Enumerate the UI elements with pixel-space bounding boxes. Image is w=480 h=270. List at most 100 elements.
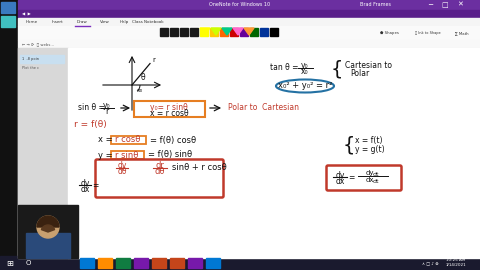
Bar <box>0 256 480 270</box>
Text: dθ: dθ <box>117 167 127 177</box>
Bar <box>0 0 18 270</box>
Text: dt: dt <box>373 179 380 184</box>
Text: x = f(t): x = f(t) <box>355 136 383 144</box>
Polygon shape <box>200 28 210 35</box>
Text: {: { <box>343 136 355 154</box>
Text: dx: dx <box>80 184 90 194</box>
Bar <box>18 48 68 258</box>
Bar <box>190 28 198 36</box>
Text: 🖊 Ink to Shape: 🖊 Ink to Shape <box>415 31 441 35</box>
Bar <box>230 28 238 36</box>
Bar <box>240 28 248 36</box>
Bar <box>250 28 258 36</box>
Text: 1  -8 poin: 1 -8 poin <box>22 57 39 61</box>
Bar <box>116 258 130 268</box>
Text: r: r <box>152 56 155 63</box>
Text: dx: dx <box>366 177 374 183</box>
Text: Plot the c: Plot the c <box>22 66 39 70</box>
Circle shape <box>37 216 59 238</box>
Text: 10:25 AM: 10:25 AM <box>446 258 466 262</box>
Text: dx: dx <box>336 177 345 185</box>
Bar <box>220 28 228 36</box>
Text: dy: dy <box>366 170 374 176</box>
Bar <box>206 258 220 268</box>
Text: O: O <box>25 260 31 266</box>
Bar <box>18 205 78 258</box>
Text: x₀: x₀ <box>301 66 309 76</box>
Bar <box>1 16 15 27</box>
Text: r sinθ: r sinθ <box>115 150 139 160</box>
Text: sin θ =: sin θ = <box>78 103 105 113</box>
Text: r = f(θ): r = f(θ) <box>74 120 107 130</box>
Bar <box>180 28 188 36</box>
Text: ◀  ▶: ◀ ▶ <box>22 12 31 16</box>
Text: ⬟ Shapes: ⬟ Shapes <box>380 31 399 35</box>
Text: {: { <box>331 59 343 79</box>
Text: ⊞: ⊞ <box>7 258 13 268</box>
Text: x₀: x₀ <box>137 88 143 93</box>
Text: dr: dr <box>156 160 165 170</box>
Text: ← → ⟳  🔒 webs...: ← → ⟳ 🔒 webs... <box>22 42 54 46</box>
Polygon shape <box>211 28 221 35</box>
Text: y₀= r sinθ: y₀= r sinθ <box>150 103 188 112</box>
Bar <box>26 233 70 258</box>
Bar <box>188 258 202 268</box>
Bar <box>98 258 112 268</box>
Text: y₀: y₀ <box>301 60 309 69</box>
Bar <box>170 258 184 268</box>
Text: ∧ □ ♪ ⊕: ∧ □ ♪ ⊕ <box>421 261 438 265</box>
Polygon shape <box>233 28 243 35</box>
Text: y = g(t): y = g(t) <box>355 146 384 154</box>
Bar <box>160 28 168 36</box>
Text: x =: x = <box>98 136 113 144</box>
Text: Class Notebook: Class Notebook <box>132 20 164 24</box>
Text: Cartesian to: Cartesian to <box>345 60 392 69</box>
Text: ∑ Math: ∑ Math <box>455 31 468 35</box>
Bar <box>1 2 15 13</box>
Text: dy: dy <box>117 161 127 170</box>
Bar <box>20 55 64 63</box>
Text: dy: dy <box>336 170 345 180</box>
Text: 1/14/2021: 1/14/2021 <box>446 263 466 267</box>
Bar <box>18 26 480 40</box>
Text: dy: dy <box>80 178 90 187</box>
Bar <box>80 258 94 268</box>
Bar <box>68 48 480 258</box>
Polygon shape <box>244 28 254 35</box>
Text: Home: Home <box>26 20 38 24</box>
Text: r cosθ: r cosθ <box>115 136 141 144</box>
Text: = f(θ) sinθ: = f(θ) sinθ <box>148 150 192 160</box>
Text: ✕: ✕ <box>457 2 463 8</box>
Text: Polar: Polar <box>350 69 369 77</box>
Bar <box>260 28 268 36</box>
Text: x₀² + y₀² = r²: x₀² + y₀² = r² <box>278 82 332 90</box>
Text: Insert: Insert <box>52 20 64 24</box>
Bar <box>18 10 480 18</box>
Bar <box>270 28 278 36</box>
Text: ─: ─ <box>428 2 432 8</box>
Bar <box>152 258 166 268</box>
Text: Help: Help <box>120 20 129 24</box>
Text: r: r <box>106 106 108 116</box>
Text: dθ: dθ <box>155 167 165 176</box>
Text: View: View <box>100 20 110 24</box>
Text: x = r cosθ: x = r cosθ <box>150 109 188 117</box>
Bar <box>170 28 178 36</box>
Text: dt: dt <box>373 172 380 177</box>
Bar <box>210 28 218 36</box>
Text: sinθ + r cosθ: sinθ + r cosθ <box>172 164 227 173</box>
Text: =: = <box>348 174 354 183</box>
Bar <box>18 48 480 258</box>
Wedge shape <box>37 216 59 227</box>
Bar <box>134 258 148 268</box>
Polygon shape <box>222 28 232 35</box>
Text: Polar to  Cartesian: Polar to Cartesian <box>228 103 299 113</box>
Bar <box>18 40 480 48</box>
Text: =: = <box>92 181 98 191</box>
Bar <box>200 28 208 36</box>
Text: Draw: Draw <box>77 20 87 24</box>
Text: tan θ =: tan θ = <box>270 63 299 73</box>
Text: y₀: y₀ <box>103 100 111 110</box>
Bar <box>18 18 480 26</box>
Text: y =: y = <box>98 150 113 160</box>
